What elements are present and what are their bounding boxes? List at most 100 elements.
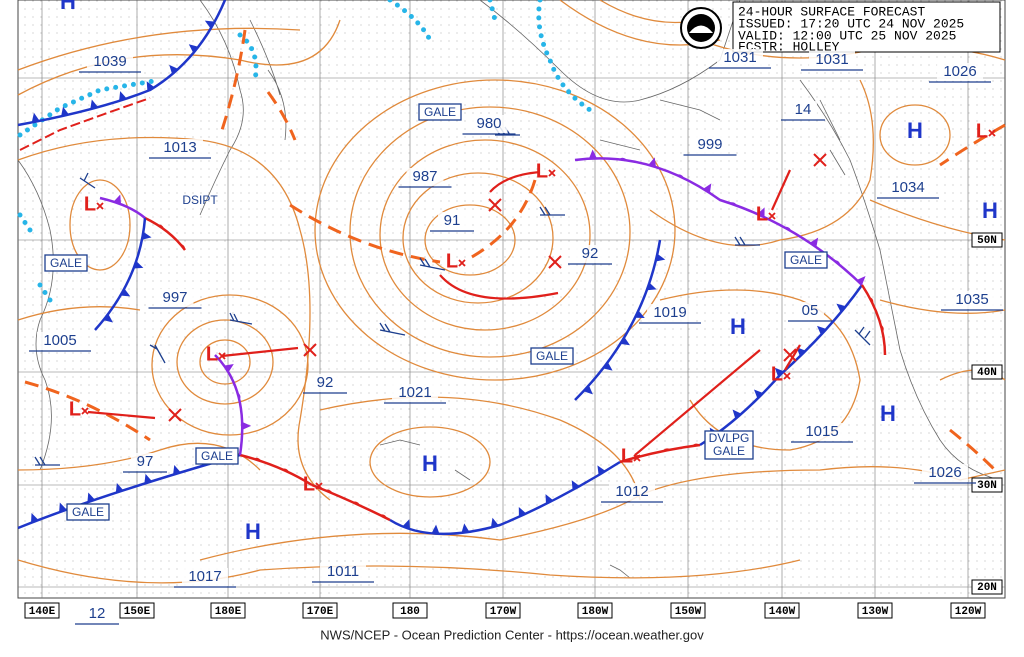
isobar-label: 1011 xyxy=(327,563,359,580)
isobar-label-bg xyxy=(789,101,817,119)
lon-label-box xyxy=(950,602,986,619)
lat-label-box xyxy=(971,364,1003,380)
cold-symbol xyxy=(856,275,866,285)
lat-label: 50N xyxy=(977,235,997,247)
cold-symbol xyxy=(224,364,234,373)
low-x xyxy=(81,407,89,415)
isobar-label-bg xyxy=(157,139,203,157)
isobar-label: 91 xyxy=(444,212,461,229)
dvlpg-box xyxy=(704,430,754,460)
cold-symbol xyxy=(90,99,99,110)
cold-symbol xyxy=(753,389,764,399)
lat-label-box xyxy=(971,579,1003,595)
isobar-label: 1026 xyxy=(928,464,961,481)
lon-label-box xyxy=(302,602,338,619)
isobar-label: 14 xyxy=(795,101,812,118)
isobar-label-bg xyxy=(37,332,83,350)
isobar-label-bg xyxy=(922,464,968,482)
front xyxy=(619,443,701,464)
cold-symbol xyxy=(59,502,67,513)
cold-symbol xyxy=(144,473,153,484)
lon-label: 150E xyxy=(124,606,151,618)
lon-label-box xyxy=(764,602,800,619)
gale-label: GALE xyxy=(50,256,82,270)
cold-symbol xyxy=(588,149,597,159)
cold-symbol xyxy=(87,492,95,503)
troughs xyxy=(24,29,1006,472)
cold-symbol xyxy=(774,367,784,377)
graticule xyxy=(18,0,1005,598)
cold-symbol xyxy=(634,310,645,319)
isobar-label-bg xyxy=(809,51,855,69)
labels: 140E 150E 180E 170E 180 170W 180W 150W 140W 130W 1… xyxy=(24,0,1003,625)
cold-symbol xyxy=(188,44,199,54)
isobar-label: 987 xyxy=(412,168,437,185)
warm-symbol xyxy=(253,457,262,462)
gale-box xyxy=(418,103,462,121)
isobar-label: 999 xyxy=(697,136,722,153)
isobar-label: 05 xyxy=(802,302,819,319)
low-center: L xyxy=(756,203,768,225)
lon-label-box xyxy=(670,602,706,619)
isobar-label: 1035 xyxy=(955,291,988,308)
gale-box xyxy=(66,503,110,521)
isobar-label: 997 xyxy=(162,289,187,306)
warm-symbol xyxy=(662,448,671,452)
coastlines xyxy=(17,0,1001,579)
isobar-label-bg xyxy=(796,302,824,320)
cold-symbol xyxy=(646,282,657,291)
low-x xyxy=(218,352,226,360)
cold-symbol xyxy=(103,313,113,323)
low-x xyxy=(548,169,556,177)
lat-label: 30N xyxy=(977,480,997,492)
map-frame xyxy=(17,0,1006,599)
warm-symbol xyxy=(237,392,241,401)
wind-barbs xyxy=(34,126,871,466)
warm-symbol xyxy=(157,224,164,230)
isobar-label: 1031 xyxy=(723,49,756,66)
gale-label: GALE xyxy=(790,253,822,267)
low-center: L xyxy=(206,343,218,365)
lon-label-box xyxy=(119,602,155,619)
isobar-label: 1034 xyxy=(891,179,924,196)
front xyxy=(574,239,662,401)
gale-label: GALE xyxy=(72,505,104,519)
dvlpg-label: DVLPG xyxy=(709,431,750,445)
low-x xyxy=(783,372,791,380)
warm-symbol xyxy=(869,296,874,305)
cold-symbol xyxy=(169,64,179,75)
ice-edge xyxy=(17,0,593,138)
footer: NWS/NCEP - Ocean Prediction Center - htt… xyxy=(320,627,704,642)
isobar-label-bg xyxy=(392,384,438,402)
isobar-label-bg xyxy=(156,289,194,307)
header: 24-HOUR SURFACE FORECAST ISSUED: 17:20 U… xyxy=(738,4,964,54)
isobar-label-bg xyxy=(406,168,444,186)
lat-label-box xyxy=(971,232,1003,248)
isobar-label: 92 xyxy=(582,245,599,262)
header-line: VALID: 12:00 UTC 25 NOV 2025 xyxy=(738,28,956,43)
cold-symbol xyxy=(796,347,806,357)
cold-symbol xyxy=(620,337,631,346)
warm-symbol xyxy=(729,202,737,206)
isobar-label-bg xyxy=(691,136,729,154)
noaa-logo xyxy=(680,7,722,49)
cold-symbol xyxy=(545,494,554,504)
high-center: H xyxy=(245,519,261,544)
lon-label-box xyxy=(210,602,246,619)
motion-arrows xyxy=(87,169,801,456)
isobar-label-bg xyxy=(470,115,508,133)
gale-label: GALE xyxy=(201,449,233,463)
high-center: H xyxy=(982,198,998,223)
cold-symbol xyxy=(31,513,39,523)
cold-symbol xyxy=(809,237,819,248)
fronts xyxy=(17,0,887,536)
ice-edge xyxy=(17,32,259,303)
isobar-label-bg xyxy=(131,453,159,471)
front xyxy=(860,284,887,356)
low-x xyxy=(458,259,466,267)
cold-symbol xyxy=(133,261,144,269)
isobar-label-bg xyxy=(799,423,845,441)
warm-symbol xyxy=(692,443,700,447)
cold-symbol xyxy=(141,231,152,240)
